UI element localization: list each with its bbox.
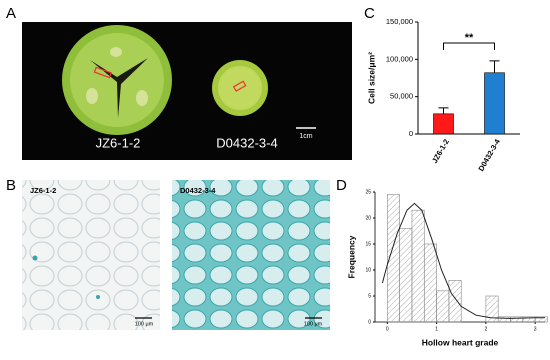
y-tick-label: 100,000: [386, 54, 413, 63]
photo-b: JZ6-1-2 D0432-3-4 100 μm 100 μm: [22, 180, 330, 330]
y-tick-label: 0: [368, 319, 371, 325]
x-tick-label: JZ6-1-2: [430, 137, 451, 164]
y-tick-label: 10: [365, 267, 371, 273]
photo-label: JZ6-1-2: [96, 135, 141, 150]
panel-label: B: [6, 177, 16, 194]
y-tick-label: 20: [365, 215, 371, 221]
histogram-bar: [436, 290, 450, 323]
x-tick-label: 3: [534, 326, 537, 332]
panel-label: C: [364, 5, 375, 22]
y-axis-label: Cell size/μm²: [366, 52, 376, 104]
significance-bracket: [443, 42, 495, 50]
y-tick-label: 150,000: [386, 17, 413, 26]
scale-label: 1cm: [299, 133, 312, 140]
x-tick-label: 2: [484, 326, 487, 332]
x-tick-label: D0432-3-4: [476, 137, 502, 173]
histogram-bar: [399, 228, 413, 323]
bar: [433, 113, 454, 135]
scale-label: 100 μm: [304, 321, 323, 327]
y-tick-label: 5: [368, 293, 371, 299]
histogram-bar: [510, 316, 524, 323]
y-tick-label: 50,000: [390, 92, 413, 101]
y-tick-label: 0: [409, 129, 413, 138]
error-bar: [489, 60, 500, 73]
error-bar: [438, 107, 449, 114]
x-tick-label: 1: [435, 326, 438, 332]
significance-label: **: [465, 32, 474, 44]
y-tick-label: 25: [365, 189, 371, 195]
photo-label: D0432-3-4: [180, 186, 216, 195]
histogram-bar: [411, 209, 425, 323]
histogram-bar: [497, 316, 511, 323]
histogram-bar: [534, 316, 548, 323]
panel-label: D: [336, 177, 347, 194]
x-tick-label: 0: [386, 326, 389, 332]
y-tick-label: 15: [365, 241, 371, 247]
photo-label: D0432-3-4: [216, 135, 277, 150]
histogram-bar: [423, 243, 437, 323]
scale-label: 100 μm: [135, 321, 154, 327]
photo-a: JZ6-1-2 D0432-3-4 1cm: [22, 22, 352, 160]
panel-label: A: [6, 5, 16, 22]
histogram-bar: [485, 295, 499, 323]
bar: [484, 72, 505, 135]
y-axis-label: Frequency: [346, 235, 356, 278]
histogram-bar: [448, 280, 462, 323]
fit-curve: [381, 202, 545, 319]
photo-label: JZ6-1-2: [30, 186, 56, 195]
x-axis-label: Hollow heart grade: [422, 337, 499, 347]
